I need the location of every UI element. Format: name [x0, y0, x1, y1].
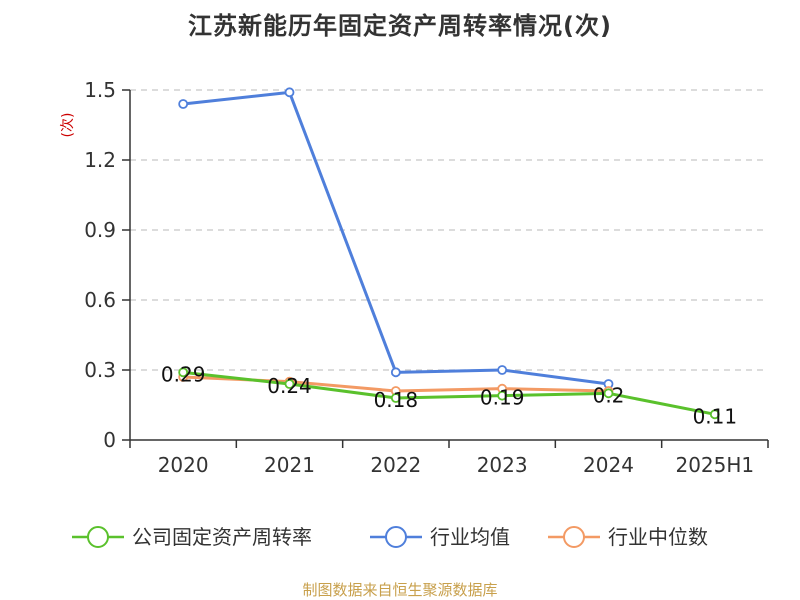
x-tick-label: 2025H1 [675, 453, 754, 477]
axis-layer: 0 0.3 0.6 0.9 1.2 1.5 2020 2021 2022 2023 2024 2025… [60, 78, 769, 477]
data-point [284, 379, 295, 389]
data-label: 0.29 [161, 362, 206, 386]
data-point [497, 365, 508, 375]
y-tick-label: 1.5 [84, 78, 116, 102]
data-point [603, 388, 614, 399]
legend-marker [87, 526, 109, 548]
data-label: 0.11 [693, 404, 738, 428]
chart-title: 江苏新能历年固定资产周转率情况(次) [188, 12, 612, 40]
series-line-0 [183, 370, 716, 416]
data-label: 0.19 [480, 386, 525, 410]
data-point [178, 99, 189, 109]
x-tick-label: 2021 [264, 453, 315, 477]
legend-marker [385, 526, 407, 548]
x-tick-label: 2023 [477, 453, 528, 477]
legend-label: 公司固定资产周转率 [132, 525, 312, 549]
source-note: 制图数据来自恒生聚源数据库 [302, 581, 498, 599]
data-point [178, 367, 189, 378]
data-point [390, 367, 401, 378]
x-tick-label: 2022 [370, 453, 421, 477]
legend-marker [563, 526, 585, 548]
y-tick-label: 0.9 [84, 218, 116, 242]
data-point [497, 390, 508, 401]
data-point [390, 393, 401, 403]
legend-label: 行业中位数 [608, 525, 708, 549]
data-point [284, 87, 295, 98]
data-label: 0.24 [267, 374, 312, 398]
data-label: 0.18 [374, 388, 419, 412]
legend: 公司固定资产周转率 行业均值 行业中位数 [72, 525, 708, 549]
y-tick-label: 1.2 [84, 148, 116, 172]
y-tick-label: 0.3 [84, 358, 116, 382]
legend-label: 行业均值 [430, 525, 510, 549]
y-axis-unit: (次) [60, 113, 76, 138]
grid-layer [130, 89, 768, 371]
data-label: 0.2 [593, 383, 625, 407]
y-tick-label: 0 [103, 428, 116, 452]
x-tick-label: 2024 [583, 453, 634, 477]
label-layer: 0.29 0.24 0.18 0.19 0.2 0.11 [161, 362, 737, 428]
y-tick-label: 0.6 [84, 288, 116, 312]
series-layer [178, 87, 720, 420]
series-line-1 [183, 90, 609, 386]
data-point [709, 409, 720, 420]
x-tick-label: 2020 [158, 453, 209, 477]
